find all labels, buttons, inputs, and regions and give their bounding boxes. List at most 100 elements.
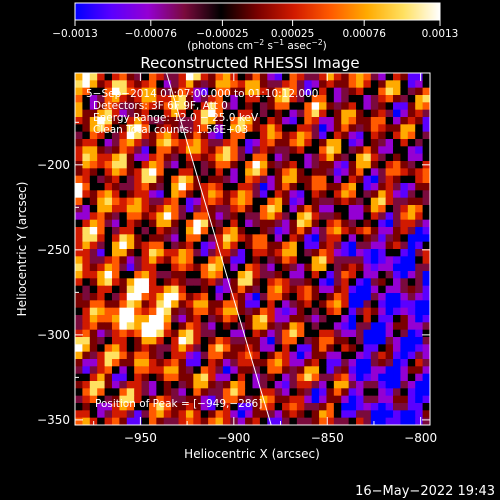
- heatmap-cell: [282, 124, 290, 133]
- heatmap-cell: [267, 234, 276, 243]
- heatmap-cell: [341, 300, 350, 309]
- heatmap-cell: [200, 73, 209, 81]
- heatmap-cell: [126, 351, 135, 360]
- heatmap-cell: [230, 395, 239, 404]
- heatmap-cell: [304, 344, 313, 353]
- heatmap-cell: [126, 95, 135, 103]
- heatmap-cell: [245, 219, 253, 228]
- heatmap-cell: [289, 322, 298, 331]
- heatmap-cell: [267, 410, 276, 419]
- heatmap-cell: [333, 212, 342, 221]
- heatmap-cell: [148, 124, 157, 133]
- heatmap-cell: [111, 263, 120, 272]
- heatmap-cell: [148, 139, 157, 147]
- heatmap-cell: [245, 417, 253, 425]
- heatmap-cell: [289, 241, 298, 250]
- y-axis-label: Heliocentric Y (arcsec): [15, 182, 29, 317]
- heatmap-cell: [326, 219, 335, 228]
- heatmap-cell: [104, 205, 113, 213]
- heatmap-cell: [200, 410, 209, 419]
- heatmap-cell: [289, 146, 298, 155]
- heatmap-cell: [75, 139, 83, 147]
- heatmap-cell: [126, 256, 135, 265]
- heatmap-cell: [289, 293, 298, 301]
- heatmap-cell: [126, 197, 135, 206]
- heatmap-cell: [178, 87, 187, 96]
- heatmap-cell: [89, 153, 98, 162]
- heatmap-cell: [163, 403, 172, 411]
- heatmap-cell: [393, 403, 401, 411]
- heatmap-cell: [311, 205, 320, 213]
- heatmap-cell: [274, 80, 283, 89]
- heatmap-cell: [407, 131, 416, 140]
- heatmap-cell: [393, 315, 401, 323]
- heatmap-cell: [126, 153, 135, 162]
- heatmap-cell: [296, 285, 305, 294]
- heatmap-cell: [222, 102, 231, 111]
- heatmap-cell: [370, 161, 379, 169]
- heatmap-cell: [89, 131, 98, 140]
- heatmap-cell: [97, 95, 105, 103]
- heatmap-cell: [304, 219, 313, 228]
- heatmap-cell: [193, 241, 202, 250]
- heatmap-cell: [400, 337, 409, 345]
- heatmap-cell: [193, 271, 202, 279]
- heatmap-cell: [282, 80, 290, 89]
- heatmap-cell: [111, 205, 120, 213]
- heatmap-cell: [126, 109, 135, 118]
- heatmap-cell: [75, 153, 83, 162]
- heatmap-cell: [319, 263, 327, 272]
- heatmap-cell: [252, 124, 261, 133]
- heatmap-cell: [75, 381, 83, 389]
- heatmap-cell: [370, 417, 379, 425]
- heatmap-cell: [267, 219, 276, 228]
- heatmap-cell: [222, 300, 231, 309]
- heatmap-cell: [319, 344, 327, 353]
- heatmap-cell: [75, 337, 83, 345]
- heatmap-cell: [407, 410, 416, 419]
- heatmap-cell: [407, 417, 416, 425]
- heatmap-cell: [259, 329, 268, 338]
- heatmap-cell: [245, 190, 253, 199]
- heatmap-cell: [400, 271, 409, 279]
- heatmap-cell: [385, 249, 394, 257]
- heatmap-cell: [341, 256, 350, 265]
- heatmap-cell: [289, 285, 298, 294]
- heatmap-cell: [89, 256, 98, 265]
- heatmap-cell: [341, 73, 350, 81]
- heatmap-cell: [208, 322, 216, 331]
- heatmap-cell: [215, 337, 224, 345]
- heatmap-cell: [407, 300, 416, 309]
- heatmap-cell: [326, 315, 335, 323]
- heatmap-cell: [104, 175, 113, 184]
- heatmap-cell: [171, 293, 179, 301]
- heatmap-cell: [393, 271, 401, 279]
- heatmap-cell: [393, 410, 401, 419]
- heatmap-cell: [200, 249, 209, 257]
- heatmap-cell: [289, 271, 298, 279]
- heatmap-cell: [193, 381, 202, 389]
- heatmap-cell: [356, 80, 364, 89]
- heatmap-cell: [208, 109, 216, 118]
- heatmap-cell: [230, 388, 239, 397]
- heatmap-cell: [407, 153, 416, 162]
- heatmap-cell: [230, 263, 239, 272]
- heatmap-cell: [141, 381, 150, 389]
- heatmap-cell: [134, 359, 142, 367]
- heatmap-cell: [348, 366, 357, 375]
- heatmap-cell: [185, 95, 194, 103]
- heatmap-cell: [200, 359, 209, 367]
- heatmap-cell: [333, 249, 342, 257]
- heatmap-cell: [111, 373, 120, 382]
- heatmap-cell: [215, 249, 224, 257]
- heatmap-cell: [356, 161, 364, 169]
- heatmap-cell: [141, 373, 150, 382]
- heatmap-cell: [289, 300, 298, 309]
- heatmap-cell: [296, 388, 305, 397]
- heatmap-cell: [141, 73, 150, 81]
- heatmap-cell: [363, 227, 372, 235]
- heatmap-cell: [185, 366, 194, 375]
- heatmap-cell: [304, 373, 313, 382]
- heatmap-cell: [341, 315, 350, 323]
- heatmap-cell: [104, 359, 113, 367]
